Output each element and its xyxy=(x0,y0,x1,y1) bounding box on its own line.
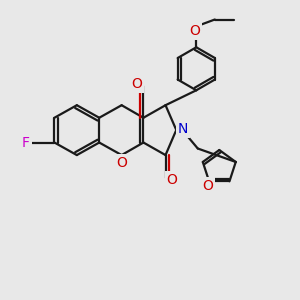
Text: O: O xyxy=(189,24,200,38)
Text: N: N xyxy=(178,122,188,136)
Text: O: O xyxy=(202,179,213,193)
Text: O: O xyxy=(131,77,142,91)
Text: F: F xyxy=(22,136,29,149)
Text: O: O xyxy=(116,156,127,170)
Text: O: O xyxy=(167,173,178,187)
